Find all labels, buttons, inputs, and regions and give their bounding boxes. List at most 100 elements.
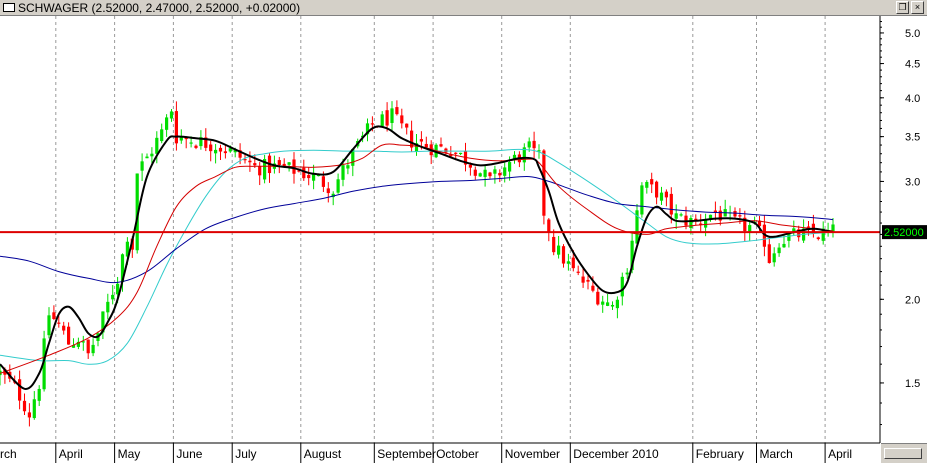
price-bar-body bbox=[454, 152, 458, 154]
price-bar-body bbox=[351, 148, 355, 166]
scrollbar-thumb[interactable] bbox=[884, 448, 922, 459]
price-bar-body bbox=[557, 245, 561, 255]
price-bar-body bbox=[312, 173, 316, 181]
price-bar-body bbox=[150, 153, 154, 157]
price-bar-body bbox=[821, 228, 825, 241]
price-bar-body bbox=[566, 261, 570, 264]
price-bar-body bbox=[419, 139, 423, 142]
price-bar-body bbox=[547, 219, 551, 233]
price-bar-body bbox=[101, 311, 105, 333]
price-bar-body bbox=[174, 111, 178, 144]
price-bar-body bbox=[478, 173, 482, 177]
price-bar-body bbox=[782, 243, 786, 248]
price-bar-body bbox=[302, 167, 306, 179]
price-bar-body bbox=[194, 145, 198, 148]
moving-average-cyan-line bbox=[0, 148, 834, 365]
price-bar-body bbox=[601, 301, 605, 305]
price-bar-body bbox=[650, 179, 654, 185]
price-bar-body bbox=[718, 210, 722, 221]
price-bar-body bbox=[772, 253, 776, 263]
price-bar-body bbox=[532, 140, 536, 149]
price-bar-body bbox=[459, 152, 463, 155]
price-bar-body bbox=[385, 110, 389, 126]
price-bar-body bbox=[145, 156, 149, 159]
price-bar-body bbox=[326, 188, 330, 194]
price-bar-body bbox=[410, 130, 414, 148]
price-bar-body bbox=[169, 111, 174, 119]
price-bar-body bbox=[664, 191, 668, 198]
moving-average-mid-line bbox=[0, 143, 834, 374]
price-bar-body bbox=[155, 137, 159, 154]
price-bar-body bbox=[493, 169, 497, 174]
last-price-tag-box bbox=[882, 225, 927, 240]
price-bar-body bbox=[831, 224, 835, 233]
price-bar-body bbox=[248, 160, 252, 163]
last-price-tag: 2.52000 bbox=[882, 225, 927, 240]
price-bar-body bbox=[52, 312, 56, 319]
price-bar-body bbox=[689, 218, 693, 228]
price-bar-body bbox=[449, 154, 453, 157]
x-tick-label: February bbox=[696, 447, 744, 461]
close-button[interactable]: × bbox=[911, 1, 924, 14]
price-bar-body bbox=[111, 294, 115, 300]
price-bar-body bbox=[106, 301, 110, 313]
price-bar-body bbox=[204, 137, 208, 148]
price-bar-body bbox=[625, 272, 629, 275]
price-bar-body bbox=[395, 107, 399, 115]
price-bar-body bbox=[414, 143, 419, 152]
price-bar-body bbox=[581, 276, 585, 283]
price-bar-body bbox=[405, 123, 409, 128]
price-bar-body bbox=[27, 412, 31, 418]
price-bar-body bbox=[645, 181, 649, 188]
price-bar-body bbox=[390, 108, 394, 123]
price-bar-body bbox=[380, 114, 384, 127]
price-bar-body bbox=[699, 223, 703, 225]
price-bar-body bbox=[424, 143, 428, 148]
price-bar-body bbox=[512, 154, 517, 159]
y-tick-label: 3.0 bbox=[905, 176, 920, 188]
x-tick-label: July bbox=[235, 447, 256, 461]
price-chart[interactable]: 5.04.54.03.53.02.52.01.5 rchAprilMayJune… bbox=[0, 16, 927, 463]
price-bar-body bbox=[243, 159, 247, 161]
price-bar-body bbox=[160, 129, 164, 142]
price-bar-body bbox=[606, 302, 610, 306]
price-bar-body bbox=[37, 388, 41, 401]
price-bar-body bbox=[42, 338, 46, 390]
price-bar-body bbox=[47, 315, 51, 336]
price-bar-body bbox=[67, 326, 71, 345]
price-bar-body bbox=[762, 224, 766, 247]
price-bar-body bbox=[253, 163, 257, 166]
x-tick-label: April bbox=[59, 447, 83, 461]
price-bar-body bbox=[708, 214, 713, 219]
price-bar-body bbox=[679, 214, 683, 216]
x-tick-label: June bbox=[176, 447, 202, 461]
price-bar-body bbox=[86, 339, 90, 354]
price-bar-body bbox=[816, 237, 820, 240]
price-bar-body bbox=[282, 163, 286, 167]
restore-button[interactable]: ❐ bbox=[896, 1, 909, 14]
horizontal-scrollbar[interactable] bbox=[881, 443, 927, 463]
price-bar-body bbox=[263, 159, 267, 180]
price-bar-body bbox=[669, 193, 673, 215]
price-bar-body bbox=[640, 185, 644, 215]
x-tick-label: rch bbox=[0, 447, 17, 461]
price-bar-body bbox=[71, 344, 76, 348]
price-bar-body bbox=[228, 148, 232, 152]
x-tick-label: August bbox=[304, 447, 342, 461]
price-bar-body bbox=[331, 193, 335, 198]
price-bar-body bbox=[473, 169, 477, 176]
price-bar-body bbox=[630, 240, 634, 271]
price-bar-body bbox=[297, 170, 301, 172]
price-bar-body bbox=[468, 164, 472, 168]
price-bar-body bbox=[586, 279, 590, 282]
price-bar-body bbox=[503, 167, 507, 176]
price-bar-body bbox=[189, 142, 193, 144]
price-bar-body bbox=[307, 175, 311, 179]
x-tick-label: November bbox=[505, 447, 560, 461]
chart-window-icon bbox=[3, 3, 15, 12]
price-bar-body bbox=[120, 254, 125, 283]
price-bar-body bbox=[336, 179, 340, 193]
price-bar-body bbox=[370, 123, 374, 125]
x-tick-label: May bbox=[118, 447, 141, 461]
price-bar-body bbox=[483, 169, 487, 177]
